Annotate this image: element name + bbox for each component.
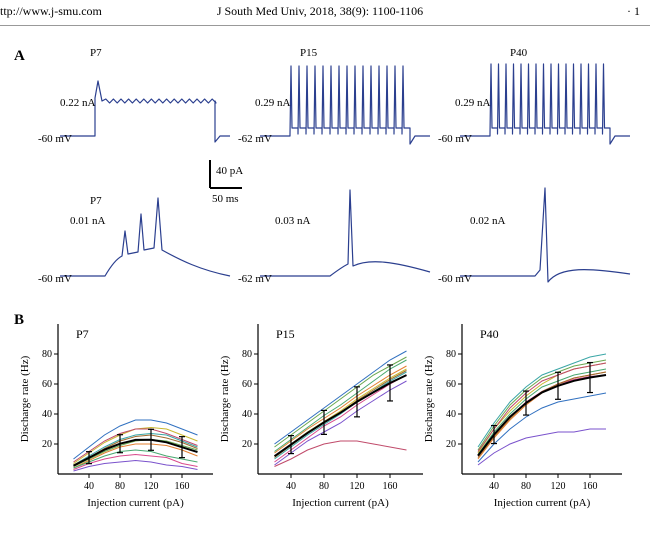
svg-text:80: 80 [242,349,252,360]
svg-text:120: 120 [144,481,159,492]
svg-text:40: 40 [42,409,52,420]
svg-text:P40: P40 [480,327,499,341]
svg-text:40: 40 [446,409,456,420]
svg-text:80: 80 [521,481,531,492]
svg-text:0.22 nA: 0.22 nA [60,97,96,109]
svg-text:Injection current (pA): Injection current (pA) [292,497,389,509]
svg-text:Injection current (pA): Injection current (pA) [494,497,591,509]
svg-text:-60 mV: -60 mV [38,133,72,145]
svg-text:20: 20 [242,439,252,450]
header-url: ttp://www.j-smu.com [0,4,160,19]
svg-text:60: 60 [242,379,252,390]
svg-text:0.29 nA: 0.29 nA [255,97,291,109]
panel-b-svg: 40 80 120 160 20 40 60 80 Discharge rate (Hz) Inj… [0,306,650,536]
svg-text:40 pA: 40 pA [216,165,243,177]
svg-text:P7: P7 [90,195,102,207]
panel-a: A P70.22 nA-60 mVP150.29 nA-62 mVP400.29… [0,26,650,306]
svg-text:80: 80 [319,481,329,492]
svg-text:-62 mV: -62 mV [238,273,272,285]
svg-text:60: 60 [42,379,52,390]
svg-text:Discharge rate (Hz): Discharge rate (Hz) [219,355,231,442]
svg-text:-60 mV: -60 mV [438,133,472,145]
svg-text:40: 40 [242,409,252,420]
svg-text:0.01 nA: 0.01 nA [70,215,106,227]
svg-text:80: 80 [446,349,456,360]
svg-text:160: 160 [175,481,190,492]
svg-text:0.02 nA: 0.02 nA [470,215,506,227]
svg-text:40: 40 [84,481,94,492]
panel-a-svg: P7 0.22 nA -60 mV P15 0.29 nA -62 mV P40 0.29 n… [0,26,650,306]
svg-text:0.29 nA: 0.29 nA [455,97,491,109]
svg-text:60: 60 [446,379,456,390]
svg-text:160: 160 [583,481,598,492]
header-page: · 1 [480,4,640,19]
svg-text:50 ms: 50 ms [212,193,239,205]
svg-text:P15: P15 [276,327,295,341]
svg-text:120: 120 [350,481,365,492]
svg-text:160: 160 [383,481,398,492]
svg-text:-60 mV: -60 mV [38,273,72,285]
svg-text:Discharge rate (Hz): Discharge rate (Hz) [423,355,435,442]
page-header: ttp://www.j-smu.com J South Med Univ, 20… [0,0,650,26]
svg-text:40: 40 [286,481,296,492]
svg-text:P40: P40 [510,47,528,59]
svg-text:P7: P7 [90,47,102,59]
svg-text:Discharge rate (Hz): Discharge rate (Hz) [19,355,31,442]
svg-text:120: 120 [551,481,566,492]
header-citation: J South Med Univ, 2018, 38(9): 1100-1106 [160,4,480,19]
svg-text:P15: P15 [300,47,318,59]
svg-text:20: 20 [446,439,456,450]
svg-text:20: 20 [42,439,52,450]
panel-b: B 408012016020406080Discharge rate (Hz)I… [0,306,650,536]
svg-text:P7: P7 [76,327,89,341]
svg-text:80: 80 [115,481,125,492]
svg-text:-62 mV: -62 mV [238,133,272,145]
svg-text:0.03 nA: 0.03 nA [275,215,311,227]
svg-text:40: 40 [489,481,499,492]
svg-text:80: 80 [42,349,52,360]
svg-text:Injection current (pA): Injection current (pA) [87,497,184,509]
svg-text:-60 mV: -60 mV [438,273,472,285]
